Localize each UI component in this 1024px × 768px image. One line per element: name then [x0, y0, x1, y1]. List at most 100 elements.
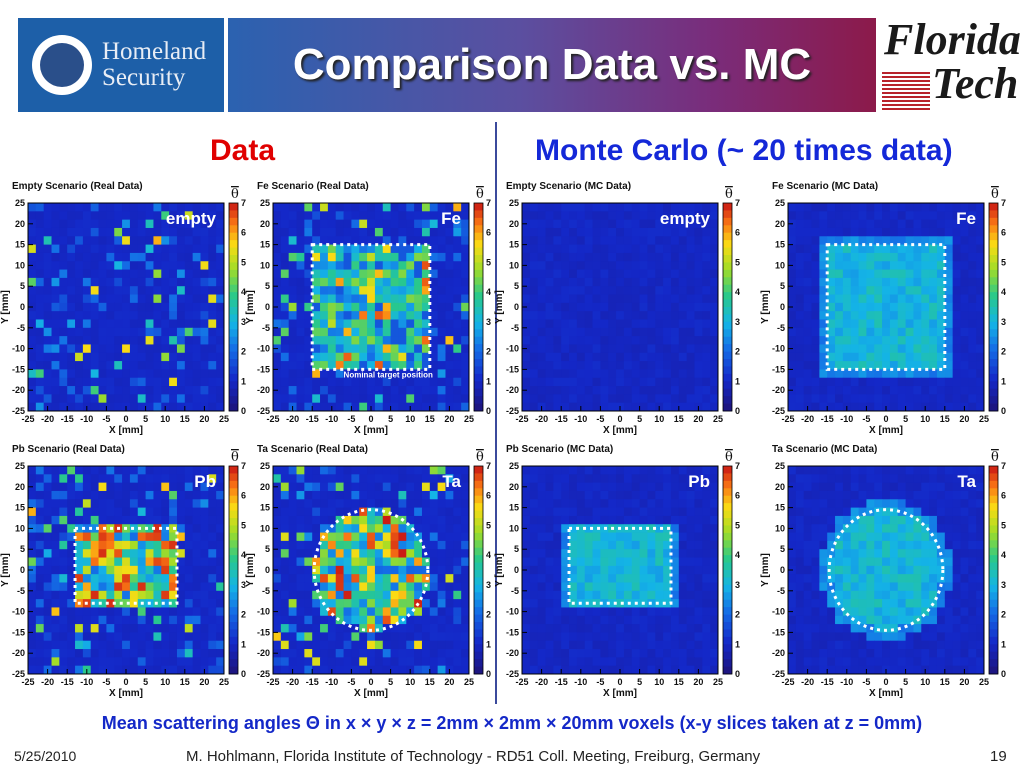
heatmap-cell [398, 377, 407, 387]
heatmap-cell [835, 369, 844, 379]
heatmap-cell [592, 574, 601, 583]
x-tick-label: 15 [940, 414, 950, 424]
colorbar-frame [722, 202, 733, 412]
heatmap-cell [913, 286, 922, 295]
y-tick-label: -20 [506, 385, 519, 395]
heatmap-cell [929, 344, 938, 354]
colorbar-segment [229, 210, 238, 219]
heatmap-cell [200, 294, 209, 304]
heatmap-cell [576, 582, 586, 592]
heatmap-cell [522, 203, 531, 212]
heatmap-cell [414, 336, 423, 345]
heatmap-cell [835, 236, 844, 245]
heatmap-cell [367, 499, 376, 508]
dhs-logo-line-2: Security [102, 64, 186, 91]
colorbar-segment [229, 388, 238, 397]
heatmap-cell [600, 286, 609, 295]
heatmap-cell [576, 261, 586, 270]
heatmap-cell [51, 336, 60, 345]
heatmap-cell [351, 319, 360, 329]
heatmap-cell [129, 261, 139, 270]
heatmap-cell [59, 361, 68, 370]
heatmap-cell [835, 311, 844, 320]
heatmap-cell [655, 607, 664, 617]
heatmap-cell [584, 244, 593, 254]
heatmap-cell [936, 361, 946, 370]
heatmap-cell [897, 369, 906, 379]
heatmap-cell [429, 286, 439, 295]
heatmap-cell [788, 203, 797, 212]
heatmap-cell [537, 524, 546, 533]
heatmap-cell [461, 252, 470, 262]
heatmap-cell [561, 377, 570, 387]
heatmap-cell [702, 377, 711, 387]
heatmap-panel: Pb Scenario (MC Data)-25 -20 -15 -10 -5 0 5 10 1… [494, 444, 740, 699]
heatmap-cell [169, 640, 178, 650]
heatmap-cell [600, 302, 609, 312]
heatmap-cell [90, 640, 99, 650]
heatmap-cell [889, 394, 899, 404]
heatmap-cell [192, 624, 201, 633]
heatmap-cell [82, 236, 92, 245]
heatmap-cell [976, 386, 985, 395]
heatmap-cell [51, 327, 60, 337]
heatmap-cell [537, 203, 546, 212]
y-tick-label: 5 [265, 544, 270, 554]
heatmap-cell [858, 311, 867, 320]
heatmap-cell [788, 361, 797, 370]
heatmap-cell [545, 574, 554, 583]
heatmap-cell [145, 532, 154, 542]
heatmap-cell [335, 211, 344, 221]
heatmap-cell [137, 319, 146, 329]
colorbar-tick-label: 6 [486, 491, 491, 501]
heatmap-cell [803, 386, 812, 395]
colorbar-label: θ [476, 187, 484, 202]
heatmap-cell [819, 219, 828, 229]
heatmap-cell [678, 277, 688, 287]
heatmap-cell [670, 474, 680, 484]
heatmap-cell [670, 574, 680, 583]
heatmap-cell [694, 499, 703, 508]
y-axis-label: Y [mm] [0, 290, 11, 324]
heatmap-cell [304, 466, 313, 475]
heatmap-cell [82, 507, 92, 517]
heatmap-cell [75, 394, 84, 404]
heatmap-cell [216, 490, 225, 500]
heatmap-cell [367, 607, 376, 617]
heatmap-cell [608, 532, 617, 542]
heatmap-cell [343, 352, 352, 362]
heatmap-cell [819, 336, 828, 345]
heatmap-cell [343, 499, 352, 508]
heatmap-cell [43, 524, 52, 533]
heatmap-cell [184, 252, 194, 262]
heatmap-cell [421, 377, 431, 387]
colorbar-segment [989, 359, 998, 367]
heatmap-cell [59, 294, 68, 304]
heatmap-cell [161, 599, 170, 608]
heatmap-cell [874, 227, 883, 237]
heatmap-cell [576, 515, 586, 525]
heatmap-cell [184, 515, 194, 525]
heatmap-cell [406, 474, 415, 484]
heatmap-cell [122, 244, 131, 254]
heatmap-cell [710, 557, 719, 567]
heatmap-cell [382, 377, 391, 387]
heatmap-cell [414, 244, 423, 254]
heatmap-cell [639, 327, 648, 337]
heatmap-cell [616, 474, 625, 484]
heatmap-cell [913, 311, 922, 320]
heatmap-cell [82, 557, 92, 567]
y-tick-label: -5 [511, 323, 519, 333]
heatmap-cell [320, 327, 329, 337]
heatmap-cell [576, 615, 586, 625]
heatmap-cell [169, 657, 178, 667]
heatmap-cell [390, 607, 399, 617]
heatmap-cell [944, 236, 954, 245]
heatmap-cell [122, 203, 131, 212]
heatmap-cell [663, 649, 672, 658]
heatmap-cell [655, 574, 664, 583]
heatmap-cell [312, 482, 321, 492]
heatmap-cell [114, 311, 123, 320]
heatmap-cell [592, 361, 601, 370]
heatmap-cell [592, 327, 601, 337]
